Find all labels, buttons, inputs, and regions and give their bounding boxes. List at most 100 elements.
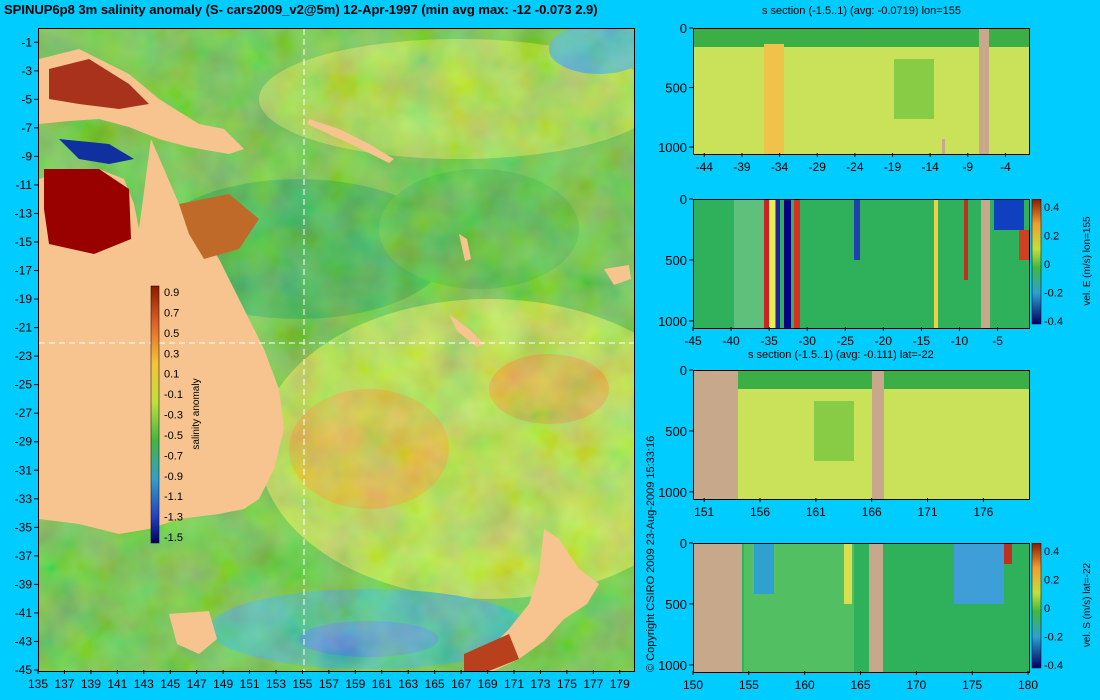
map-x-tick-label: 159 (345, 677, 365, 691)
s-section-lon-title: s section (-1.5..1) (avg: -0.0719) lon=1… (762, 5, 962, 17)
map-x-tick-label: 175 (557, 677, 577, 691)
map-x-tick-label: 151 (240, 677, 260, 691)
section-band (776, 200, 780, 328)
section-band (754, 544, 774, 594)
salinity-colorbar-tick-label: -0.7 (164, 450, 183, 462)
vel-colorbar-tick-label: 0.2 (1044, 231, 1059, 243)
salinity-map-plot: 0.9 0.7 0.5 0.3 0.1 -0.1 -0.3 -0.5 -0.7 -0.9 -1.1 -… (39, 29, 634, 671)
salinity-colorbar-tick-label: 0.7 (164, 307, 179, 319)
section-seabed (942, 139, 945, 154)
section-band (844, 544, 852, 604)
vel-e-lon (693, 199, 1030, 329)
map-x-tick-label: 135 (28, 677, 48, 691)
section-band (954, 544, 1004, 604)
section-band (734, 200, 764, 328)
map-y-tick-label: -41 (15, 606, 33, 620)
map-y-tick-label: -13 (15, 206, 33, 220)
vel-s-colorbar-ticks: 0.4 0.2 0 -0.2 -0.4 (1044, 546, 1063, 672)
salinity-map: 0.9 0.7 0.5 0.3 0.1 -0.1 -0.3 -0.5 -0.7 -0.9 -1.1 -… (38, 28, 635, 672)
vel-colorbar-tick-label: 0.2 (1044, 575, 1059, 587)
vel-colorbar-tick-label: 0.4 (1044, 202, 1059, 214)
vel-colorbar-tick-label: 0.4 (1044, 546, 1059, 558)
salinity-colorbar-tick-label: -0.5 (164, 430, 183, 442)
section-band (794, 200, 800, 328)
salinity-colorbar-tick-label: -0.3 (164, 410, 183, 422)
section-band (1019, 230, 1029, 260)
map-y-tick-label: -25 (15, 378, 33, 392)
map-y-tick-label: -5 (21, 92, 32, 106)
vel-e-colorbar: 0.4 0.2 0 -0.2 -0.4 vel. E (m/s) lon=155 (1031, 199, 1093, 328)
vel-colorbar-tick-label: -0.2 (1044, 288, 1063, 300)
map-x-tick-label: 141 (107, 677, 127, 691)
section-band (1004, 544, 1012, 564)
salinity-colorbar-tick-label: 0.3 (164, 348, 179, 360)
section-band (764, 200, 769, 328)
land-new-caledonia (449, 314, 484, 347)
map-y-tick-label: -23 (15, 349, 33, 363)
anomaly-red-coral (179, 194, 259, 259)
anomaly-red-nz (464, 634, 519, 671)
anomaly-red-gulf (44, 169, 131, 254)
map-x-tick-label: 163 (398, 677, 418, 691)
section-seabed (981, 200, 990, 328)
map-x-tick-label: 157 (319, 677, 339, 691)
map-x-tick-label: 167 (451, 677, 471, 691)
salinity-colorbar-tick-label: 0.1 (164, 369, 179, 381)
vel-colorbar-tick-label: -0.4 (1044, 316, 1063, 328)
map-y-tick-label: -35 (15, 520, 33, 534)
section-seabed (694, 371, 738, 499)
salinity-colorbar-tick-label: -1.1 (164, 491, 183, 503)
vel-colorbar-tick-label: 0 (1044, 603, 1050, 615)
map-x-tick-label: 137 (54, 677, 74, 691)
vel-colorbar-tick-label: -0.4 (1044, 660, 1063, 672)
map-x-tick-label: 145 (160, 677, 180, 691)
map-y-tick-label: -33 (15, 492, 33, 506)
vel-e-colorbar-ticks: 0.4 0.2 0 -0.2 -0.4 (1044, 202, 1063, 328)
vel-s-lat-plot (694, 544, 1029, 672)
map-y-tick-label: -39 (15, 577, 33, 591)
map-x-tick-label: 139 (81, 677, 101, 691)
salinity-colorbar-tick-label: 0.9 (164, 287, 179, 299)
section-band (964, 200, 968, 280)
section-band (854, 200, 860, 260)
map-y-tick-label: -11 (16, 178, 33, 192)
map-y-tick-label: -31 (15, 463, 33, 477)
section-seabed (869, 544, 883, 672)
map-x-tick-label: 155 (292, 677, 312, 691)
map-x-tick-label: 149 (213, 677, 233, 691)
anomaly-red-new-guinea (49, 59, 149, 109)
salinity-colorbar-tick-label: -0.1 (164, 389, 183, 401)
land-solomons (307, 119, 394, 163)
copyright-note: © Copyright CSIRO 2009 23-Aug-2009 15:33… (645, 435, 657, 672)
salinity-colorbar (150, 285, 160, 544)
land-tasmania (169, 611, 217, 654)
vel-colorbar-tick-label: 0 (1044, 259, 1050, 271)
map-y-tick-label: -29 (15, 435, 33, 449)
section-band (994, 200, 1024, 230)
map-y-tick-label: -45 (15, 663, 33, 677)
map-x-tick-label: 161 (372, 677, 392, 691)
salinity-colorbar-tick-label: -1.3 (164, 512, 183, 524)
section-band (769, 200, 775, 328)
vel-s-colorbar-bar (1031, 543, 1042, 669)
vel-s-colorbar-label: vel. S (m/s) lat=-22 (1082, 562, 1093, 647)
map-y-tick-label: -7 (21, 121, 32, 135)
salinity-colorbar-tick-label: -1.5 (164, 532, 183, 544)
vel-s-lat (693, 543, 1030, 673)
vel-e-colorbar-bar (1031, 199, 1042, 325)
map-y-tick-label: -43 (15, 634, 33, 648)
section-field (694, 29, 1029, 154)
map-x-tick-label: 171 (504, 677, 524, 691)
map-y-tick-label: -37 (15, 549, 33, 563)
map-y-tick-label: -21 (15, 321, 33, 335)
section-band (934, 200, 938, 328)
s-section-lat-title: s section (-1.5..1) (avg: -0.111) lat=-2… (748, 349, 934, 361)
section-seabed (872, 371, 884, 499)
s-section-lat (693, 370, 1030, 500)
vel-colorbar-tick-label: -0.2 (1044, 632, 1063, 644)
section-band (814, 401, 854, 461)
map-y-tick-label: -27 (15, 406, 33, 420)
section-seabed (694, 544, 742, 672)
figure-title: SPINUP6p8 3m salinity anomaly (S- cars20… (4, 2, 598, 17)
land-vanuatu (459, 234, 471, 261)
